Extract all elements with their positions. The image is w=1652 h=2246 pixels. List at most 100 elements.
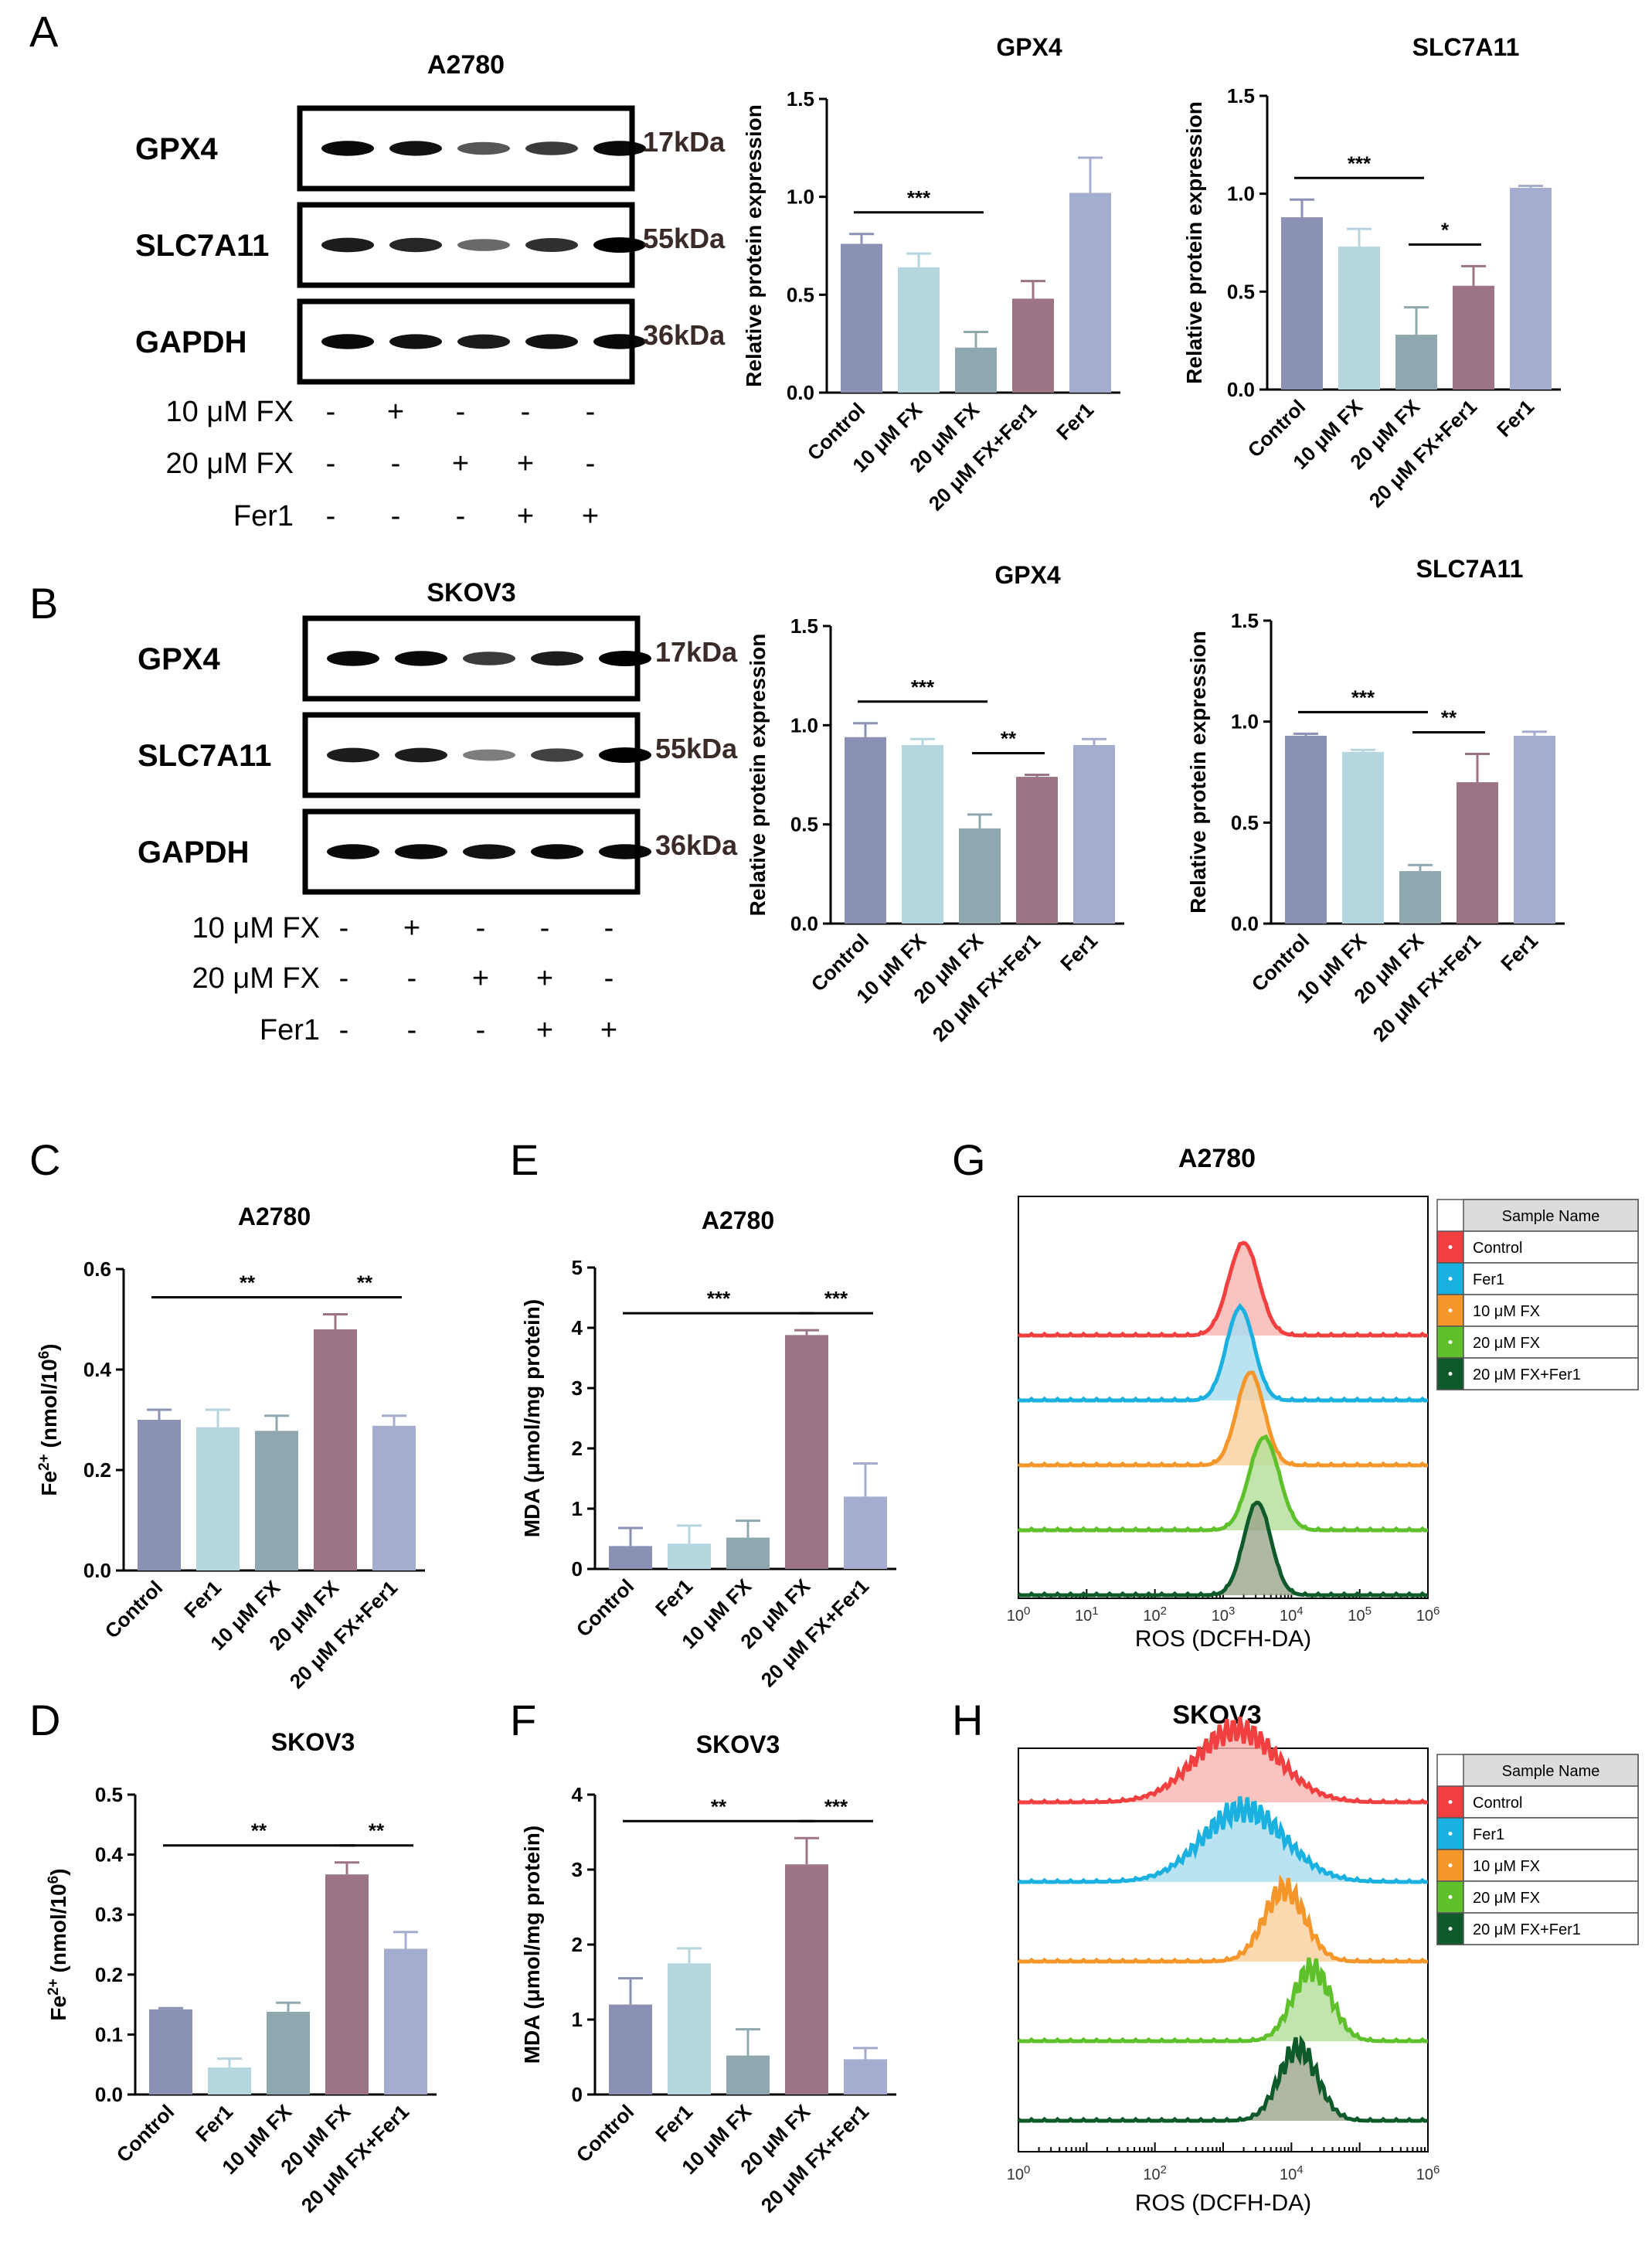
x-tick-label: Fer1 [191,2100,237,2146]
blot-row-gapdh: GAPDH 36kDa [135,298,726,385]
blot-band [327,747,379,763]
y-tick-label: 1.0 [787,185,814,209]
histogram-line-1 [1017,1795,1428,1884]
treatment-plus: + [452,447,469,480]
histogram-fill-1 [1018,1796,1428,1882]
bar-2 [955,347,997,393]
x-tick-label: Fer1 [651,2100,697,2146]
bar-2 [267,2011,310,2095]
blot-row-gpx4: GPX4 17kDa [135,105,726,192]
x-tick-label: Fer1 [1492,395,1538,441]
x-tick-label: Fer1 [651,1574,697,1621]
legend-swatch-dot [1448,1277,1453,1281]
legend-label: 10 μM FX [1473,1858,1540,1875]
bar-chart-a-slc: SLC7A11 0.0 0.5 1.0 1.5 Relative protein expr… [1182,33,1561,512]
chart-title: SKOV3 [696,1730,780,1758]
bar-2 [1399,871,1441,924]
x-tick-exponent: 0 [1024,2163,1030,2176]
chart-title: A2780 [1178,1144,1256,1173]
x-tick-label: Fer1 [179,1576,226,1622]
significance-label: *** [1348,151,1372,175]
protein-label: GPX4 [138,642,220,676]
treatment-row: Fer1- - - + + [260,1014,617,1046]
treatment-row: 10 μM FX - + - - - [192,912,614,944]
blot-band [321,334,374,349]
blot-band [457,334,510,349]
protein-label: GPX4 [135,132,218,166]
histogram-fill-0 [1018,1717,1428,1802]
y-axis-label: Relative protein expression [742,104,766,387]
panel-letter-d: D [29,1696,60,1744]
blot-band [599,747,651,763]
y-tick-label: 0.0 [83,1559,111,1582]
bar-4 [1069,192,1111,393]
y-tick-label: 3 [572,1377,583,1400]
legend-swatch-dot [1448,1800,1453,1804]
bar-2 [726,1537,770,1569]
treatment-minus: - [586,396,596,428]
panel-letter-e: E [510,1135,539,1184]
treatment-minus: - [540,912,550,944]
panel-letter-c: C [29,1135,60,1184]
significance-label: ** [357,1271,373,1295]
treatment-minus: - [407,1014,417,1046]
x-axis-label: ROS (DCFH-DA) [1135,1626,1311,1652]
bar-3 [785,1335,828,1569]
bar-4 [1514,735,1555,924]
treatment-label: Fer1 [260,1014,320,1046]
legend-label: Fer1 [1473,1271,1504,1288]
legend-swatch-dot [1448,1863,1453,1867]
y-axis-label-part: 2+ [36,1454,53,1471]
bar-chart-d-fe: SKOV3 0.0 0.1 0.2 0.3 0.4 0.5 Fe2+ (nmol/106) Co… [46,1728,437,2217]
significance-label: *** [824,1795,848,1818]
treatment-plus: + [600,1014,617,1046]
y-tick-label: 1.0 [1231,710,1259,733]
bar-4 [844,2059,887,2095]
y-tick-label: 0.2 [83,1458,111,1482]
x-tick-label: 100 [1007,1605,1031,1625]
y-tick-label: 0.0 [790,912,818,935]
legend-swatch-dot [1448,1832,1453,1836]
bar-1 [208,2067,251,2095]
x-tick-label: Control [100,1576,168,1643]
x-tick-exponent: 6 [1433,2163,1440,2176]
treatment-minus: - [391,447,401,480]
histogram-line-0 [1017,1716,1428,1805]
y-axis-label-part: 6 [36,1351,53,1360]
panel-letter-a: A [29,7,59,56]
y-tick-label: 3 [572,1858,583,1881]
bar-3 [325,1874,369,2095]
y-tick-label: 0.5 [1231,811,1259,834]
bar-0 [845,737,886,924]
y-tick-label: 0.4 [83,1358,112,1381]
y-tick-label: 5 [572,1256,583,1279]
x-tick-exponent: 6 [1433,1605,1440,1618]
significance-label: ** [251,1819,267,1843]
x-tick-label: Control [572,2100,639,2167]
protein-label: SLC7A11 [135,229,269,263]
blot-band [593,334,646,349]
treatment-minus: - [586,447,596,480]
blot-band [463,844,515,859]
blot-band [321,237,374,253]
legend-swatch-dot [1448,1245,1453,1249]
treatment-plus: + [387,396,404,428]
x-tick-exponent: 4 [1297,1605,1303,1618]
treatment-minus: - [391,500,401,533]
treatment-row: 20 μM FX - - + + - [166,447,596,480]
significance-label: *** [911,676,935,699]
treatment-label: Fer1 [233,500,294,533]
bar-chart-a-gpx4: GPX4 0.0 0.5 1.0 1.5 Relative protein express… [742,33,1120,516]
chart-title: GPX4 [994,561,1061,589]
y-axis-label: MDA (μmol/mg protein) [520,1826,544,2064]
blot-band [463,652,515,665]
bar-0 [609,2004,652,2095]
y-axis-label-part: (nmol/10 [37,1359,61,1454]
x-tick-exponent: 2 [1161,2163,1167,2176]
y-tick-label: 0.3 [95,1903,123,1926]
histogram-fill-1 [1018,1306,1428,1400]
protein-label: GAPDH [135,325,246,359]
y-tick-label: 0.2 [95,1963,123,1986]
